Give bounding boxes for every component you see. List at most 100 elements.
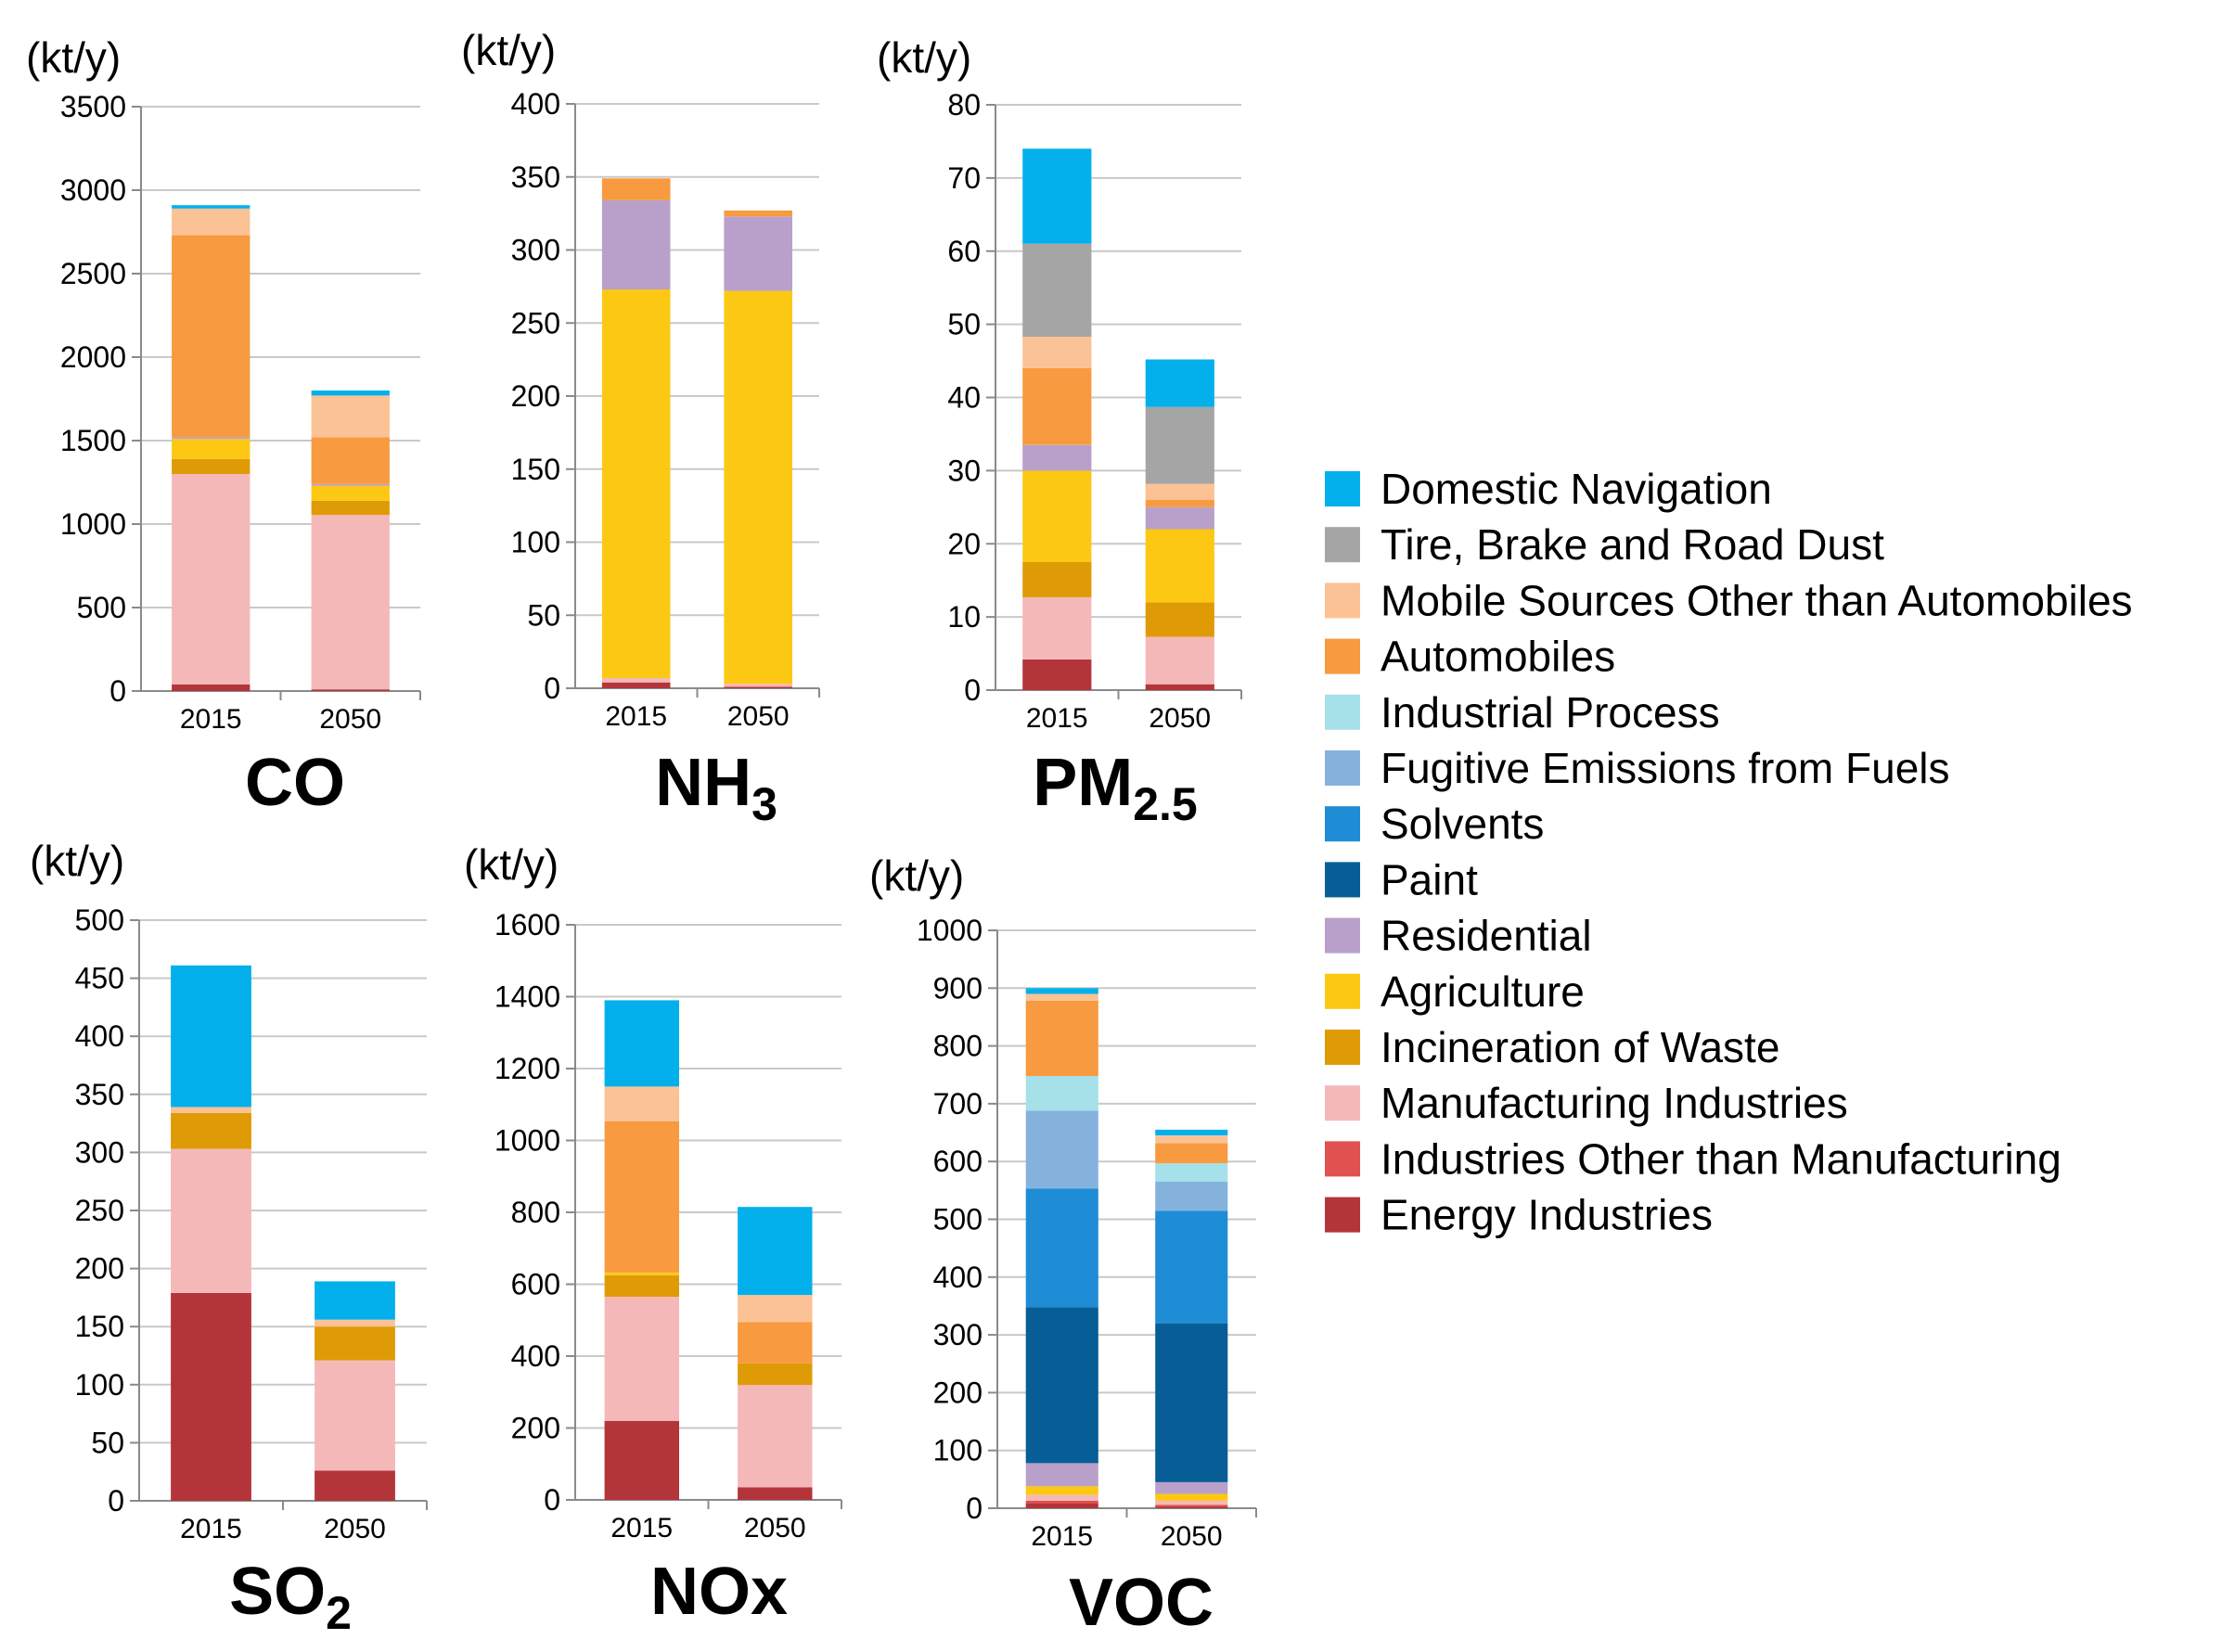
bar-segment-2050-domestic-navigation [315, 1281, 395, 1320]
x-tick-label: 2015 [180, 1514, 242, 1544]
y-tick-label: 3000 [60, 173, 126, 207]
y-unit-label: (kt/y) [26, 33, 121, 82]
y-tick-label: 400 [511, 1339, 560, 1373]
y-tick-label: 50 [91, 1426, 124, 1459]
bar-segment-2015-manufacturing-industries [171, 1148, 251, 1293]
bar-segment-2050-energy-industries [311, 689, 390, 691]
chart-nox: (kt/y) 0 200 400 600 800 1000 1200 1400 1600 2015 2… [464, 840, 842, 1629]
bar-segment-2050-mobile-sources-other-than-automobiles [315, 1319, 395, 1327]
legend-label-tire-brake-and-road-dust: Tire, Brake and Road Dust [1381, 520, 1884, 569]
bar-segment-2050-solvents [1155, 1210, 1228, 1324]
bar-segment-2015-manufacturing-industries [1025, 1494, 1098, 1501]
bar-segment-2050-incineration-of-waste [738, 1363, 813, 1386]
y-tick-label: 1500 [60, 424, 126, 457]
x-tick-label: 2015 [1026, 703, 1088, 734]
y-tick-label: 200 [75, 1252, 124, 1286]
bar-segment-2015-agriculture [601, 289, 671, 678]
y-tick-label: 0 [544, 1483, 560, 1517]
bar-segment-2050-incineration-of-waste [315, 1326, 395, 1361]
bar-segment-2015-automobiles [604, 1121, 679, 1273]
y-tick-label: 300 [511, 234, 560, 267]
bar-segment-2015-mobile-sources-other-than-automobiles [1025, 993, 1098, 1001]
legend-label-solvents: Solvents [1381, 800, 1544, 848]
y-tick-label: 400 [933, 1261, 983, 1294]
legend-label-energy-industries: Energy Industries [1381, 1191, 1713, 1239]
bar-segment-2050-manufacturing-industries [1155, 1500, 1228, 1505]
legend-label-fugitive-emissions-from-fuels: Fugitive Emissions from Fuels [1381, 744, 1950, 792]
legend-swatch-manufacturing-industries [1325, 1085, 1360, 1121]
bar-segment-2050-automobiles [1155, 1143, 1228, 1164]
y-tick-label: 600 [511, 1268, 560, 1301]
y-tick-label: 100 [75, 1368, 124, 1402]
bar-segment-2015-agriculture [1025, 1486, 1098, 1495]
y-unit-label: (kt/y) [464, 840, 559, 889]
bar-segment-2015-manufacturing-industries [172, 474, 250, 685]
bar-segment-2050-energy-industries [738, 1487, 813, 1500]
bar-segment-2015-tire-brake-and-road-dust [1022, 243, 1092, 338]
bar-segment-2015-residential [172, 437, 250, 440]
legend-swatch-incineration-of-waste [1325, 1030, 1360, 1065]
bar-segment-2015-incineration-of-waste [171, 1112, 251, 1149]
bar-segment-2050-energy-industries [724, 686, 792, 688]
bar-segment-2050-energy-industries [1155, 1506, 1228, 1508]
bar-segment-2050-residential [1155, 1482, 1228, 1494]
y-tick-label: 50 [947, 308, 981, 341]
y-tick-label: 700 [933, 1087, 983, 1121]
bar-segment-2015-residential [601, 200, 671, 290]
bar-segment-2015-residential [1022, 444, 1092, 471]
bar-segment-2050-paint [1155, 1323, 1228, 1482]
y-tick-label: 150 [511, 453, 560, 486]
chart-title: PM2.5 [1033, 746, 1198, 830]
bar-segment-2015-solvents [1025, 1188, 1098, 1308]
x-tick-label: 2050 [319, 704, 381, 735]
bar-segment-2015-manufacturing-industries [604, 1297, 679, 1421]
x-tick-label: 2015 [610, 1513, 673, 1543]
legend-label-incineration-of-waste: Incineration of Waste [1381, 1023, 1779, 1071]
bar-segment-2015-industries-other-than-manufacturing [1025, 1500, 1098, 1504]
legend-swatch-tire-brake-and-road-dust [1325, 527, 1360, 563]
bar-segment-2050-agriculture [724, 290, 792, 685]
bar-segment-2015-manufacturing-industries [1022, 596, 1092, 660]
x-tick-label: 2015 [180, 704, 242, 735]
y-tick-label: 10 [947, 600, 981, 634]
chart-nh3: (kt/y) 0 50 100 150 200 250 300 350 400 2015 2050 NH… [461, 26, 820, 830]
legend-label-agriculture: Agriculture [1381, 967, 1585, 1016]
chart-pm25: (kt/y) 0 10 20 30 40 50 60 70 80 2015 2050 PM2.5 [877, 33, 1242, 830]
chart-title-subscript: 2 [326, 1587, 352, 1639]
bar-segment-2050-industrial-process [1155, 1163, 1228, 1182]
y-tick-label: 1000 [60, 507, 126, 541]
bar-segment-2050-mobile-sources-other-than-automobiles [738, 1295, 813, 1323]
chart-co: (kt/y) 0 500 1000 1500 2000 2500 3000 3500 2015 20… [26, 33, 421, 820]
bar-segment-2015-domestic-navigation [1025, 988, 1098, 994]
bar-segment-2050-automobiles [1145, 499, 1214, 507]
legend-swatch-mobile-sources-other-than-automobiles [1325, 583, 1360, 619]
legend-swatch-agriculture [1325, 973, 1360, 1009]
y-tick-label: 0 [108, 1484, 124, 1518]
y-tick-label: 150 [75, 1310, 124, 1343]
bar-segment-2015-mobile-sources-other-than-automobiles [1022, 337, 1092, 368]
legend-swatch-energy-industries [1325, 1197, 1360, 1233]
y-tick-label: 0 [109, 674, 126, 708]
bar-segment-2050-residential [724, 216, 792, 291]
legend-swatch-paint [1325, 862, 1360, 898]
bar-segment-2050-tire-brake-and-road-dust [1145, 406, 1214, 484]
y-tick-label: 800 [933, 1030, 983, 1063]
y-tick-label: 1200 [494, 1052, 560, 1085]
legend-label-industries-other-than-manufacturing: Industries Other than Manufacturing [1381, 1134, 2061, 1183]
legend-label-domestic-navigation: Domestic Navigation [1381, 465, 1772, 513]
bar-segment-2015-domestic-navigation [172, 205, 250, 209]
y-tick-label: 100 [511, 526, 560, 559]
y-tick-label: 70 [947, 161, 981, 195]
y-tick-label: 300 [933, 1318, 983, 1351]
bar-segment-2015-mobile-sources-other-than-automobiles [604, 1086, 679, 1121]
legend-swatch-industrial-process [1325, 694, 1360, 730]
y-tick-label: 350 [75, 1078, 124, 1111]
chart-voc: (kt/y) 0 100 200 300 400 500 600 700 800 900 1000 20… [869, 852, 1257, 1640]
chart-title: CO [245, 746, 345, 820]
y-tick-label: 3500 [60, 90, 126, 123]
bar-segment-2015-energy-industries [601, 682, 671, 688]
y-tick-label: 1000 [494, 1124, 560, 1158]
x-tick-label: 2050 [1161, 1521, 1223, 1552]
chart-so2: (kt/y) 0 50 100 150 200 250 300 350 400 450 500 2015… [30, 837, 428, 1639]
y-tick-label: 50 [527, 598, 560, 632]
